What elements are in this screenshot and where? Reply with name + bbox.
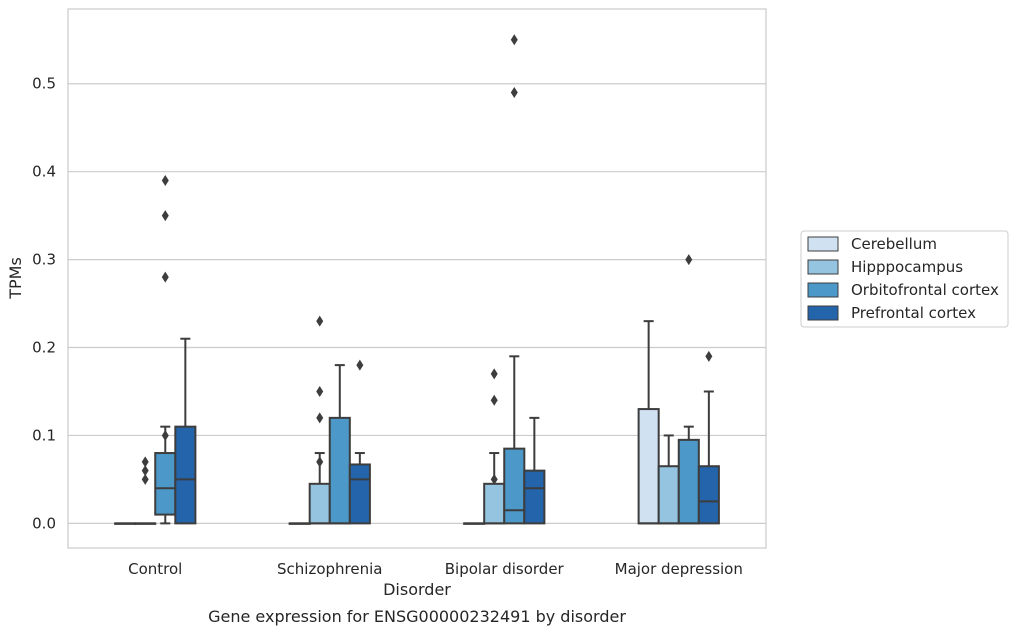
y-tick-label: 0.2 [32, 339, 56, 357]
x-tick-label: Schizophrenia [277, 560, 382, 578]
outlier-point [316, 315, 324, 327]
category-group-bipolar-disorder [463, 34, 546, 525]
legend-label: Cerebellum [851, 235, 937, 253]
legend: Cerebellum Hipppocampus Orbitofrontal cort… [800, 230, 1009, 328]
box-prefrontal-cortex [348, 359, 371, 525]
outlier-point [685, 254, 693, 266]
box-cerebellum [463, 522, 486, 525]
legend-swatch [807, 282, 839, 298]
outlier-point [510, 34, 518, 46]
legend-item: Hipppocampus [807, 258, 963, 276]
outlier-point [316, 412, 324, 424]
box-body [174, 425, 197, 525]
y-tick-label: 0.1 [32, 426, 56, 444]
y-tick-labels: 0.0 0.1 0.2 0.3 0.4 0.5 [32, 75, 56, 533]
outlier-point [161, 174, 169, 186]
legend-swatch [807, 259, 839, 275]
legend-swatch [807, 305, 839, 321]
box-prefrontal-cortex [697, 350, 720, 525]
x-axis-title: Disorder [383, 580, 451, 599]
box-groups [114, 34, 720, 525]
outlier-point [356, 359, 364, 371]
box-body [503, 447, 526, 525]
box-cerebellum [114, 522, 137, 525]
box-body [483, 482, 506, 525]
category-group-major-depression [637, 254, 720, 525]
legend-item: Cerebellum [807, 235, 937, 253]
outlier-point [141, 465, 149, 477]
box-body [523, 469, 546, 525]
y-tick-label: 0.0 [32, 514, 56, 532]
box-cerebellum [288, 522, 311, 525]
box-body [657, 465, 680, 525]
outlier-point [161, 429, 169, 441]
x-tick-label: Control [128, 560, 182, 578]
box-body [154, 452, 177, 516]
box-hipppocampus [483, 368, 506, 525]
box-body [697, 465, 720, 525]
outlier-point [490, 394, 498, 406]
outlier-point [490, 368, 498, 380]
legend-frame [800, 230, 1009, 328]
box-body [348, 463, 371, 525]
box-prefrontal-cortex [174, 337, 197, 525]
legend-label: Orbitofrontal cortex [851, 281, 999, 299]
box-prefrontal-cortex [523, 416, 546, 525]
outlier-point [316, 385, 324, 397]
box-body [637, 408, 660, 525]
category-group-schizophrenia [288, 315, 371, 525]
legend-swatch [807, 236, 839, 252]
box-orbitofrontal-cortex [503, 34, 526, 525]
outlier-point [510, 87, 518, 99]
plot-frame [67, 8, 767, 549]
legend-label: Prefrontal cortex [851, 304, 976, 322]
box-body [308, 482, 331, 525]
legend-item: Prefrontal cortex [807, 304, 976, 322]
outlier-point [490, 473, 498, 485]
box-hipppocampus [134, 456, 157, 525]
box-body [328, 416, 351, 525]
x-tick-label: Bipolar disorder [445, 560, 565, 578]
box-body [677, 438, 700, 525]
box-orbitofrontal-cortex [154, 174, 177, 525]
outlier-point [141, 456, 149, 468]
outlier-point [161, 210, 169, 222]
outlier-point [705, 350, 713, 362]
category-group-control [114, 174, 197, 525]
figure-caption: Gene expression for ENSG00000232491 by d… [208, 607, 626, 626]
y-axis-title: TPMs [6, 257, 25, 300]
legend-item: Orbitofrontal cortex [807, 281, 999, 299]
y-tick-label: 0.3 [32, 251, 56, 269]
x-tick-label: Major depression [615, 560, 743, 578]
outlier-point [161, 271, 169, 283]
box-orbitofrontal-cortex [677, 254, 700, 525]
x-tick-labels: Control Schizophrenia Bipolar disorder Majo… [128, 560, 743, 578]
legend-label: Hipppocampus [851, 258, 963, 276]
y-tick-label: 0.5 [32, 75, 56, 93]
y-tick-label: 0.4 [32, 163, 56, 181]
outlier-point [316, 456, 324, 468]
outlier-point [141, 473, 149, 485]
